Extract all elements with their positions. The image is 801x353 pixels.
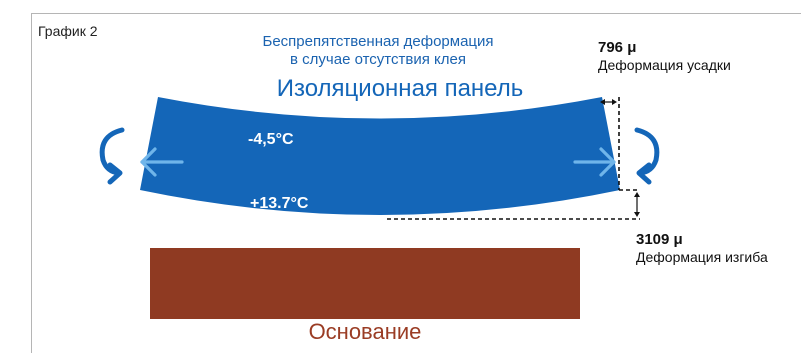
panel-title: Изоляционная панель [276, 75, 524, 102]
substrate-block [150, 248, 580, 319]
bending-dimension [387, 189, 640, 220]
figure-label: График 2 [38, 23, 98, 39]
temperature-bottom: +13.7°C [250, 195, 309, 212]
right-curl-arrow [634, 127, 660, 185]
bending-caption: Деформация изгиба [636, 249, 768, 265]
right-shrink-arrow [573, 147, 616, 177]
shrinkage-caption: Деформация усадки [598, 57, 731, 73]
note-line-1: Беспрепятственная деформация [262, 33, 494, 50]
diagram-drawing [99, 97, 660, 220]
insulation-panel [140, 97, 620, 215]
figure-frame [31, 13, 801, 353]
left-curl-arrow [99, 127, 125, 185]
bending-value: 3109 μ [636, 231, 683, 248]
free-deformation-note: Беспрепятственная деформация в случае от… [228, 33, 528, 69]
shrinkage-dimension [600, 97, 620, 190]
shrinkage-value: 796 μ [598, 39, 637, 56]
temperature-top: -4,5°C [248, 131, 294, 148]
left-shrink-arrow [140, 147, 184, 177]
substrate-label: Основание [308, 319, 422, 344]
note-line-2: в случае отсутствия клея [290, 51, 466, 68]
